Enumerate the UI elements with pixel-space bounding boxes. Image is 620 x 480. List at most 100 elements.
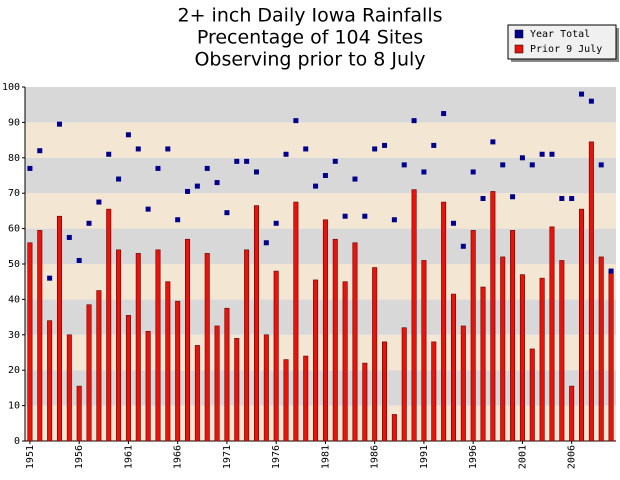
- y-tick-label: 100: [2, 82, 20, 93]
- bar: [27, 242, 33, 442]
- bar: [253, 205, 259, 442]
- x-tick-label: 1961: [123, 445, 134, 469]
- bar: [490, 191, 496, 442]
- bar: [135, 253, 141, 442]
- bar: [569, 385, 575, 442]
- bar: [322, 219, 328, 442]
- bar: [145, 330, 151, 442]
- point: [490, 139, 496, 145]
- bar: [529, 348, 535, 442]
- y-tick-label: 0: [14, 436, 20, 447]
- point: [441, 111, 447, 117]
- bar: [382, 341, 388, 442]
- bar: [391, 414, 397, 442]
- bar: [66, 334, 72, 442]
- x-tick-label: 1971: [222, 445, 233, 469]
- x-tick-label: 1951: [25, 445, 36, 469]
- bar: [450, 293, 456, 442]
- point: [116, 176, 122, 182]
- band-stripe: [25, 157, 616, 194]
- bar: [352, 242, 358, 442]
- bar: [313, 279, 319, 442]
- chart-title: 2+ inch Daily Iowa Rainfalls: [178, 5, 443, 27]
- x-tick-label: 1991: [419, 445, 430, 469]
- legend-label: Year Total: [530, 29, 590, 40]
- point: [519, 155, 525, 161]
- legend-swatch: [514, 29, 524, 39]
- bar: [539, 277, 545, 442]
- legend-swatch: [514, 44, 524, 54]
- point: [56, 121, 62, 127]
- bar: [76, 385, 82, 442]
- point: [145, 206, 151, 212]
- point: [194, 183, 200, 189]
- bar: [500, 256, 506, 442]
- point: [106, 151, 112, 157]
- bar: [194, 345, 200, 442]
- y-tick-label: 20: [8, 365, 20, 376]
- bar: [510, 230, 516, 442]
- plot-background: [25, 87, 616, 441]
- point: [204, 165, 210, 171]
- bar: [579, 208, 585, 442]
- bar: [460, 325, 466, 442]
- bar: [56, 215, 62, 442]
- bar: [588, 141, 594, 442]
- x-tick-label: 1996: [468, 445, 479, 469]
- band-stripe: [25, 334, 616, 371]
- bar: [37, 230, 43, 442]
- point: [352, 176, 358, 182]
- point: [559, 196, 565, 202]
- y-tick-label: 10: [8, 401, 20, 412]
- point: [86, 220, 92, 226]
- band-stripe: [25, 405, 616, 441]
- point: [391, 217, 397, 223]
- x-tick-label: 1976: [271, 445, 282, 469]
- bar: [273, 270, 279, 442]
- point: [332, 158, 338, 164]
- point: [155, 165, 161, 171]
- bar: [303, 355, 309, 442]
- y-tick-label: 80: [8, 153, 20, 164]
- x-tick-label: 1986: [370, 445, 381, 469]
- bar: [401, 327, 407, 442]
- point: [569, 196, 575, 202]
- point: [47, 275, 53, 281]
- bar: [125, 315, 131, 442]
- point: [500, 162, 506, 168]
- bar: [480, 286, 486, 442]
- band-stripe: [25, 122, 616, 158]
- point: [579, 91, 585, 97]
- bar: [431, 341, 437, 442]
- point: [539, 151, 545, 157]
- bar: [244, 249, 250, 442]
- bar: [86, 304, 92, 442]
- point: [362, 213, 368, 219]
- point: [135, 146, 141, 152]
- point: [588, 98, 594, 104]
- bar: [411, 189, 417, 442]
- point: [322, 173, 328, 178]
- point: [470, 169, 476, 175]
- bar: [293, 201, 299, 442]
- bar: [106, 208, 112, 442]
- point: [66, 234, 72, 240]
- band-stripe: [25, 87, 616, 123]
- point: [293, 118, 299, 124]
- band-stripe: [25, 193, 616, 229]
- y-tick-label: 70: [8, 188, 20, 199]
- point: [37, 148, 43, 154]
- x-tick-label: 1966: [173, 445, 184, 469]
- point: [244, 158, 250, 164]
- point: [253, 169, 259, 175]
- point: [96, 199, 102, 205]
- point: [185, 188, 191, 194]
- bar: [332, 238, 338, 442]
- x-tick-label: 2006: [567, 445, 578, 469]
- point: [608, 268, 614, 274]
- point: [460, 243, 466, 249]
- point: [431, 142, 437, 148]
- bar: [214, 325, 220, 442]
